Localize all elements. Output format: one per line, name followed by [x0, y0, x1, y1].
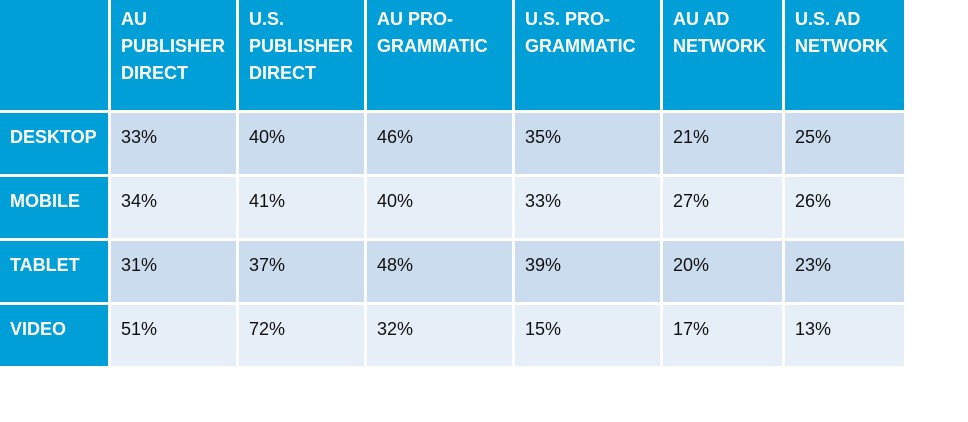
table-cell: 35%: [515, 113, 660, 174]
column-header-line: AU: [121, 9, 147, 29]
table-cell: 15%: [515, 305, 660, 366]
table-row-video: VIDEO 51% 72% 32% 15% 17% 13%: [0, 305, 904, 366]
table-cell: 46%: [367, 113, 512, 174]
column-header-line: PUBLISHER: [249, 36, 354, 56]
column-header-au-programmatic: AU PRO- GRAMMATIC: [367, 0, 512, 110]
column-header-au-ad-network: AU AD NETWORK: [663, 0, 782, 110]
row-header: TABLET: [0, 241, 108, 302]
table-cell: 40%: [367, 177, 512, 238]
data-table: AU PUBLISHER DIRECT U.S. PUBLISHER DIREC…: [0, 0, 904, 366]
table-cell: 21%: [663, 113, 782, 174]
column-header-line: U.S. AD: [795, 9, 861, 29]
column-header-line: DIRECT: [121, 63, 188, 83]
row-header: MOBILE: [0, 177, 108, 238]
table-cell: 48%: [367, 241, 512, 302]
table-cell: 25%: [785, 113, 904, 174]
column-header-au-publisher-direct: AU PUBLISHER DIRECT: [111, 0, 236, 110]
column-header-line: NETWORK: [673, 36, 766, 56]
data-table-container: AU PUBLISHER DIRECT U.S. PUBLISHER DIREC…: [0, 0, 904, 366]
column-header-us-programmatic: U.S. PRO- GRAMMATIC: [515, 0, 660, 110]
table-cell: 33%: [515, 177, 660, 238]
table-row-mobile: MOBILE 34% 41% 40% 33% 27% 26%: [0, 177, 904, 238]
table-cell: 41%: [239, 177, 364, 238]
row-header: VIDEO: [0, 305, 108, 366]
column-header-us-ad-network: U.S. AD NETWORK: [785, 0, 904, 110]
column-header-line: DIRECT: [249, 63, 316, 83]
table-cell: 40%: [239, 113, 364, 174]
row-header: DESKTOP: [0, 113, 108, 174]
column-header-line: PUBLISHER: [121, 36, 226, 56]
column-header-line: GRAMMATIC: [377, 36, 488, 56]
table-cell: 31%: [111, 241, 236, 302]
table-cell: 72%: [239, 305, 364, 366]
table-cell: 23%: [785, 241, 904, 302]
column-header-line: U.S.: [249, 9, 285, 29]
table-cell: 39%: [515, 241, 660, 302]
table-cell: 33%: [111, 113, 236, 174]
table-cell: 13%: [785, 305, 904, 366]
table-row-tablet: TABLET 31% 37% 48% 39% 20% 23%: [0, 241, 904, 302]
table-cell: 27%: [663, 177, 782, 238]
table-row-desktop: DESKTOP 33% 40% 46% 35% 21% 25%: [0, 113, 904, 174]
table-cell: 34%: [111, 177, 236, 238]
corner-cell: [0, 0, 108, 110]
column-header-us-publisher-direct: U.S. PUBLISHER DIRECT: [239, 0, 364, 110]
column-header-line: AU AD: [673, 9, 730, 29]
table-cell: 20%: [663, 241, 782, 302]
table-cell: 32%: [367, 305, 512, 366]
column-header-line: NETWORK: [795, 36, 888, 56]
header-row: AU PUBLISHER DIRECT U.S. PUBLISHER DIREC…: [0, 0, 904, 110]
column-header-line: U.S. PRO-: [525, 9, 611, 29]
table-cell: 37%: [239, 241, 364, 302]
table-cell: 26%: [785, 177, 904, 238]
column-header-line: GRAMMATIC: [525, 36, 636, 56]
table-cell: 51%: [111, 305, 236, 366]
table-cell: 17%: [663, 305, 782, 366]
column-header-line: AU PRO-: [377, 9, 453, 29]
